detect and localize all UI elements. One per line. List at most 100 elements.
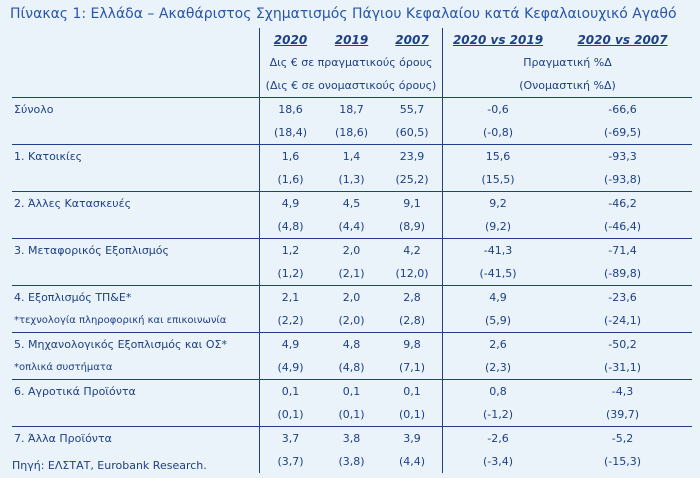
value-2020-vs-2019: 0,8 <box>442 379 553 403</box>
row-footnote: *τεχνολογία πληροφορική και επικοινωνία <box>14 315 227 326</box>
nominal-2020-vs-2019: (-3,4) <box>442 450 553 473</box>
value-2020: 1,6 <box>259 144 321 168</box>
nominal-2020: (0,1) <box>259 403 321 427</box>
row-label: 2. Άλλες Κατασκευές <box>12 191 260 215</box>
value-2007: 23,9 <box>382 144 443 168</box>
table-row: 1. Κατοικίες 1,6 1,4 23,9 15,6 -93,3 <box>12 144 692 168</box>
nominal-2019: (3,8) <box>338 455 365 468</box>
row-label: Σύνολο <box>12 97 260 121</box>
nominal-2007: (60,5) <box>395 126 429 139</box>
table-row-nominal: (1,6) (1,3) (25,2) (15,5) (-93,8) <box>12 168 692 192</box>
nominal-2020-vs-2007: (-69,5) <box>603 126 642 139</box>
table-row-nominal: (4,8) (4,4) (8,9) (9,2) (-46,4) <box>12 215 692 239</box>
table-row: 6. Αγροτικά Προϊόντα 0,1 0,1 0,1 0,8 -4,… <box>12 379 692 403</box>
table-row: 3. Μεταφορικός Εξοπλισμός 1,2 2,0 4,2 -4… <box>12 238 692 262</box>
nominal-2020-vs-2019: (5,9) <box>442 309 553 333</box>
value-2020-vs-2007: -71,4 <box>553 238 692 262</box>
nominal-2020: (4,8) <box>259 215 321 239</box>
header-units-nominal-row: (Δις € σε ονομαστικούς όρους) (Ονομαστικ… <box>12 74 692 98</box>
nominal-2020-vs-2007: (-46,4) <box>603 220 642 233</box>
value-2020: 4,9 <box>259 332 321 356</box>
nominal-2020-vs-2019: (9,2) <box>442 215 553 239</box>
nominal-2019: (2,1) <box>338 267 365 280</box>
nominal-2007: (4,4) <box>398 455 426 468</box>
value-2020-vs-2019: -2,6 <box>442 426 553 450</box>
capital-formation-table: 2020 2019 2007 2020 vs 2019 2020 vs 2007… <box>12 28 692 473</box>
value-2019: 18,7 <box>321 97 382 121</box>
nominal-2020: (18,4) <box>259 121 321 145</box>
nominal-2020-vs-2019: (15,5) <box>442 168 553 192</box>
value-2020-vs-2007: -50,2 <box>553 332 692 356</box>
nominal-2020-vs-2007: (-24,1) <box>603 314 642 327</box>
row-label: 7. Άλλα Προϊόντα <box>12 426 260 450</box>
value-2020: 18,6 <box>259 97 321 121</box>
value-2007: 0,1 <box>382 379 443 403</box>
nominal-2019: (4,8) <box>338 361 365 374</box>
value-2020-vs-2019: 2,6 <box>442 332 553 356</box>
table-row: 4. Εξοπλισμός ΤΠ&Ε* 2,1 2,0 2,8 4,9 -23,… <box>12 285 692 309</box>
units-right-nominal: (Ονομαστική %Δ) <box>442 74 692 98</box>
table-row: 2. Άλλες Κατασκευές 4,9 4,5 9,1 9,2 -46,… <box>12 191 692 215</box>
nominal-2007: (0,1) <box>398 408 426 421</box>
row-label: 4. Εξοπλισμός ΤΠ&Ε* <box>12 285 260 309</box>
value-2020-vs-2019: -0,6 <box>442 97 553 121</box>
value-2007: 3,9 <box>382 426 443 450</box>
value-2007: 9,8 <box>382 332 443 356</box>
nominal-2020-vs-2019: (-41,5) <box>442 262 553 286</box>
nominal-2019: (18,6) <box>334 126 369 139</box>
table-row: 5. Μηχανολογικός Εξοπλισμός και ΟΣ* 4,9 … <box>12 332 692 356</box>
header-blank <box>12 28 260 51</box>
value-2020-vs-2019: 4,9 <box>442 285 553 309</box>
header-2020-vs-2019: 2020 vs 2019 <box>452 32 544 47</box>
nominal-2020-vs-2019: (2,3) <box>442 356 553 380</box>
value-2020-vs-2007: -66,6 <box>553 97 692 121</box>
value-2020: 3,7 <box>259 426 321 450</box>
value-2020: 2,1 <box>259 285 321 309</box>
units-left-real: Δις € σε πραγματικούς όρους <box>259 51 443 74</box>
value-2007: 4,2 <box>382 238 443 262</box>
nominal-2007: (8,9) <box>398 220 426 233</box>
table-row: 7. Άλλα Προϊόντα 3,7 3,8 3,9 -2,6 -5,2 <box>12 426 692 450</box>
value-2019: 4,8 <box>321 332 382 356</box>
value-2020-vs-2019: 15,6 <box>442 144 553 168</box>
value-2019: 2,0 <box>321 238 382 262</box>
value-2019: 4,5 <box>321 191 382 215</box>
units-right-real: Πραγματική %Δ <box>442 51 692 74</box>
source-note: Πηγή: ΕΛΣΤΑΤ, Eurobank Research. <box>12 459 207 472</box>
nominal-2020: (2,2) <box>259 309 321 333</box>
nominal-2019: (0,1) <box>338 408 365 421</box>
table-row-nominal: (0,1) (0,1) (0,1) (-1,2) (39,7) <box>12 403 692 427</box>
table-row-nominal: (3,7) (3,8) (4,4) (-3,4) (-15,3) <box>12 450 692 473</box>
nominal-2019: (1,3) <box>338 173 365 186</box>
value-2007: 9,1 <box>382 191 443 215</box>
nominal-2020-vs-2007: (-93,8) <box>603 173 642 186</box>
nominal-2020-vs-2019: (-0,8) <box>442 121 553 145</box>
row-label: 5. Μηχανολογικός Εξοπλισμός και ΟΣ* <box>12 332 260 356</box>
nominal-2020: (4,9) <box>259 356 321 380</box>
value-2019: 1,4 <box>321 144 382 168</box>
value-2007: 55,7 <box>382 97 443 121</box>
nominal-2019: (4,4) <box>338 220 365 233</box>
row-label: 6. Αγροτικά Προϊόντα <box>12 379 260 403</box>
value-2019: 3,8 <box>321 426 382 450</box>
table-row-nominal: *τεχνολογία πληροφορική και επικοινωνία … <box>12 309 692 333</box>
units-left-nominal: (Δις € σε ονομαστικούς όρους) <box>259 74 443 98</box>
nominal-2020-vs-2007: (-15,3) <box>603 455 642 468</box>
header-2007: 2007 <box>395 32 429 47</box>
nominal-2020-vs-2007: (-89,8) <box>603 267 642 280</box>
header-units-real-row: Δις € σε πραγματικούς όρους Πραγματική %… <box>12 51 692 74</box>
nominal-2020-vs-2007: (-31,1) <box>603 361 642 374</box>
row-label: 1. Κατοικίες <box>12 144 260 168</box>
nominal-2020-vs-2019: (-1,2) <box>442 403 553 427</box>
nominal-2020: (1,2) <box>259 262 321 286</box>
nominal-2007: (25,2) <box>395 173 429 186</box>
value-2007: 2,8 <box>382 285 443 309</box>
nominal-2007: (7,1) <box>398 361 426 374</box>
value-2020-vs-2007: -4,3 <box>553 379 692 403</box>
table-title: Πίνακας 1: Ελλάδα – Ακαθάριστος Σχηματισ… <box>10 6 677 22</box>
header-2020-vs-2007: 2020 vs 2007 <box>577 32 668 47</box>
nominal-2007: (12,0) <box>395 267 429 280</box>
value-2020: 0,1 <box>259 379 321 403</box>
value-2020-vs-2007: -5,2 <box>553 426 692 450</box>
header-2020: 2020 <box>273 32 308 47</box>
